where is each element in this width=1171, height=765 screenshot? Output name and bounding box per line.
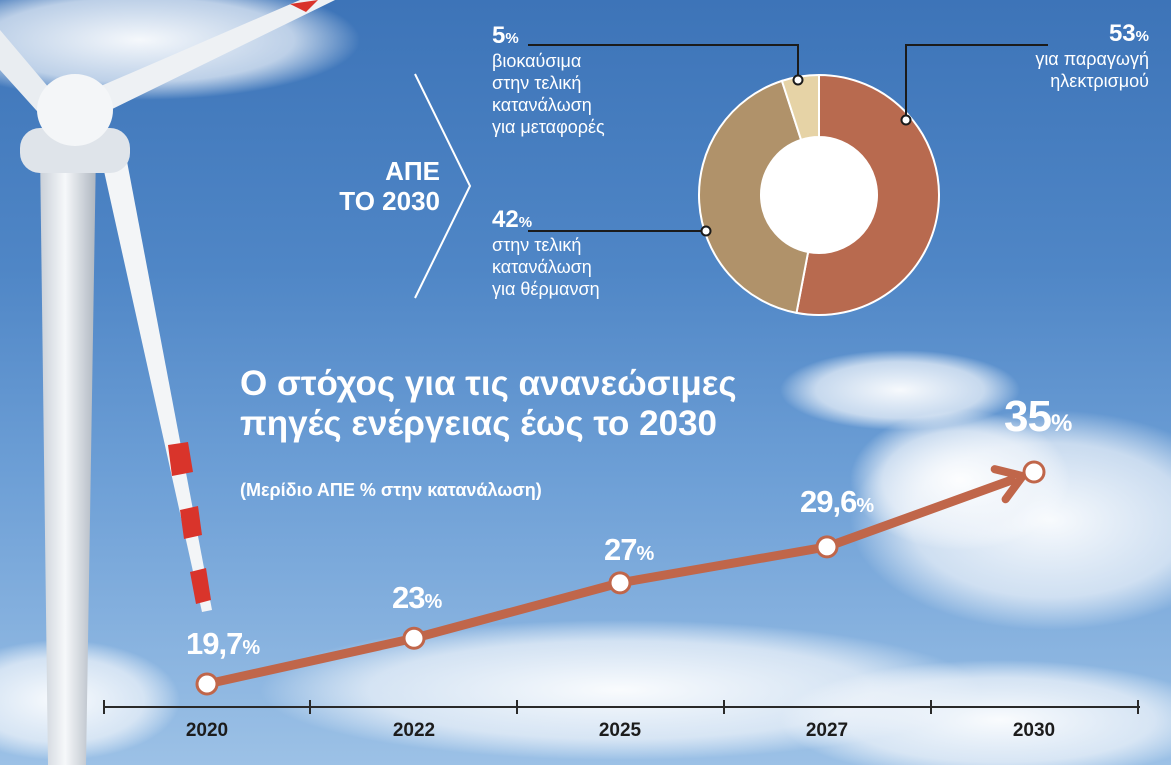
data-point-2030 xyxy=(1022,460,1046,484)
value-label-2025-number: 27 xyxy=(604,532,637,567)
wind-turbine-illustration xyxy=(0,0,335,765)
data-point-2025 xyxy=(608,571,632,595)
value-label-2020-unit: % xyxy=(242,637,260,659)
value-label-2027-number: 29,6 xyxy=(800,484,857,519)
line-segment-2025-2027 xyxy=(615,542,832,588)
line-series xyxy=(195,460,1046,696)
chevron-separator xyxy=(414,73,472,299)
donut-hole xyxy=(761,137,877,253)
donut-title-line2: ΤΟ 2030 xyxy=(339,186,440,216)
donut-label-53: 53% για παραγωγή ηλεκτρισμού xyxy=(1035,20,1149,92)
value-label-2025-unit: % xyxy=(636,543,654,565)
data-point-2022 xyxy=(402,626,426,650)
donut-desc-42-line3: για θέρμανση xyxy=(492,279,600,299)
chart-title: Ο στόχος για τις ανανεώσιμες πηγές ενέργ… xyxy=(240,364,737,443)
donut-desc-53-line2: ηλεκτρισμού xyxy=(1050,71,1149,91)
value-label-2030-number: 35 xyxy=(1004,392,1052,441)
donut-desc-42-line2: κατανάλωση xyxy=(492,257,592,277)
x-tick-2025: 2025 xyxy=(598,720,642,741)
x-axis xyxy=(103,700,1140,714)
leader-line-53 xyxy=(905,44,1048,120)
leader-dot-42 xyxy=(700,225,712,237)
value-label-2020: 19,7% xyxy=(186,626,260,662)
x-tick-2022: 2022 xyxy=(392,720,436,741)
value-label-2027-unit: % xyxy=(856,495,874,517)
donut-label-42: 42% στην τελική κατανάλωση για θέρμανση xyxy=(492,206,600,300)
value-label-2022: 23% xyxy=(392,580,442,616)
leader-dot-53 xyxy=(900,114,912,126)
donut-unit-53: % xyxy=(1135,28,1149,45)
value-label-2022-unit: % xyxy=(424,591,442,613)
chart-subtitle: (Μερίδιο ΑΠΕ % στην κατανάλωση) xyxy=(240,480,542,500)
value-label-2030: 35% xyxy=(1004,392,1072,442)
leader-line-5 xyxy=(528,44,799,80)
leader-lines xyxy=(528,44,1048,237)
donut-segment-42 xyxy=(698,79,810,315)
value-label-2020-number: 19,7 xyxy=(186,626,243,661)
donut-desc-53-line1: για παραγωγή xyxy=(1035,49,1149,69)
value-label-2025: 27% xyxy=(604,532,654,568)
line-segment-2027-2030 xyxy=(822,475,1016,552)
donut-desc-42-line1: στην τελική xyxy=(492,235,582,255)
donut-title-line1: ΑΠΕ xyxy=(385,156,440,186)
line-arrowhead xyxy=(990,465,1027,504)
donut-label-5: 5% βιοκαύσιμα στην τελική κατανάλωση για… xyxy=(492,22,605,138)
donut-desc-5-line2: στην τελική xyxy=(492,73,582,93)
donut-desc-5-line1: βιοκαύσιμα xyxy=(492,51,582,71)
x-tick-2027: 2027 xyxy=(805,720,849,741)
value-label-2030-unit: % xyxy=(1050,410,1072,437)
donut-value-42: 42 xyxy=(492,206,519,233)
line-segment-2022-2025 xyxy=(409,578,625,643)
x-tick-2020: 2020 xyxy=(185,720,229,741)
data-point-2027 xyxy=(815,535,839,559)
value-label-2027: 29,6% xyxy=(800,484,874,520)
donut-unit-42: % xyxy=(518,214,533,231)
donut-value-5: 5 xyxy=(492,22,506,49)
x-tick-2030: 2030 xyxy=(1012,720,1056,741)
leader-dot-5 xyxy=(792,74,804,86)
donut-value-53: 53 xyxy=(1108,20,1136,47)
value-label-2022-number: 23 xyxy=(392,580,425,615)
line-segment-2020-2022 xyxy=(202,633,419,689)
donut-chart xyxy=(698,73,940,316)
donut-desc-5-line4: για μεταφορές xyxy=(492,117,605,137)
donut-title: ΑΠΕ ΤΟ 2030 xyxy=(300,156,440,216)
donut-unit-5: % xyxy=(505,30,519,47)
donut-desc-5-line3: κατανάλωση xyxy=(492,95,592,115)
data-point-2020 xyxy=(195,672,219,696)
